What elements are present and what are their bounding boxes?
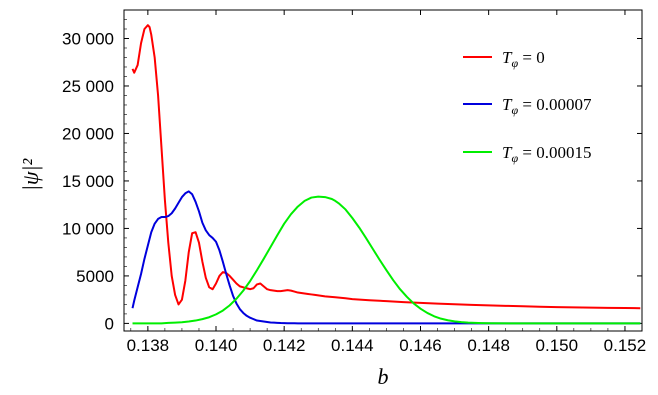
y-axis-title: |ψ|²	[18, 158, 43, 191]
series-line-0	[131, 24, 641, 310]
y-tick-label: 0	[105, 314, 114, 333]
y-tick-label: 10 000	[62, 219, 114, 238]
y-tick-label: 25 000	[62, 77, 114, 96]
x-tick-label: 0.150	[536, 336, 579, 355]
legend-label-1: Tφ = 0.00007	[502, 95, 592, 117]
legend-label-2: Tφ = 0.00015	[502, 143, 591, 165]
y-tick-label: 15 000	[62, 172, 114, 191]
x-tick-label: 0.152	[604, 336, 647, 355]
x-tick-label: 0.144	[331, 336, 374, 355]
y-tick-label: 30 000	[62, 29, 114, 48]
x-axis: 0.138 0.140 0.142 0.144 0.146 0.148 0.150 0.152	[127, 10, 647, 355]
series-layer	[131, 24, 641, 325]
x-tick-label: 0.140	[195, 336, 238, 355]
x-axis-title: b	[378, 364, 389, 389]
y-axis: 0 5000 10 000 15 000 20 000 25 000 30 000	[62, 19, 642, 333]
x-tick-label: 0.146	[399, 336, 442, 355]
plot-frame	[123, 9, 643, 332]
series-line-1	[131, 190, 641, 325]
x-tick-label: 0.138	[127, 336, 170, 355]
y-tick-label: 5000	[76, 267, 114, 286]
x-tick-label: 0.142	[263, 336, 306, 355]
series-line-2	[132, 195, 641, 325]
x-tick-label: 0.148	[467, 336, 510, 355]
y-tick-label: 20 000	[62, 124, 114, 143]
legend: Tφ = 0 Tφ = 0.00007 Tφ = 0.00015	[463, 48, 592, 165]
legend-label-0: Tφ = 0	[502, 48, 545, 70]
